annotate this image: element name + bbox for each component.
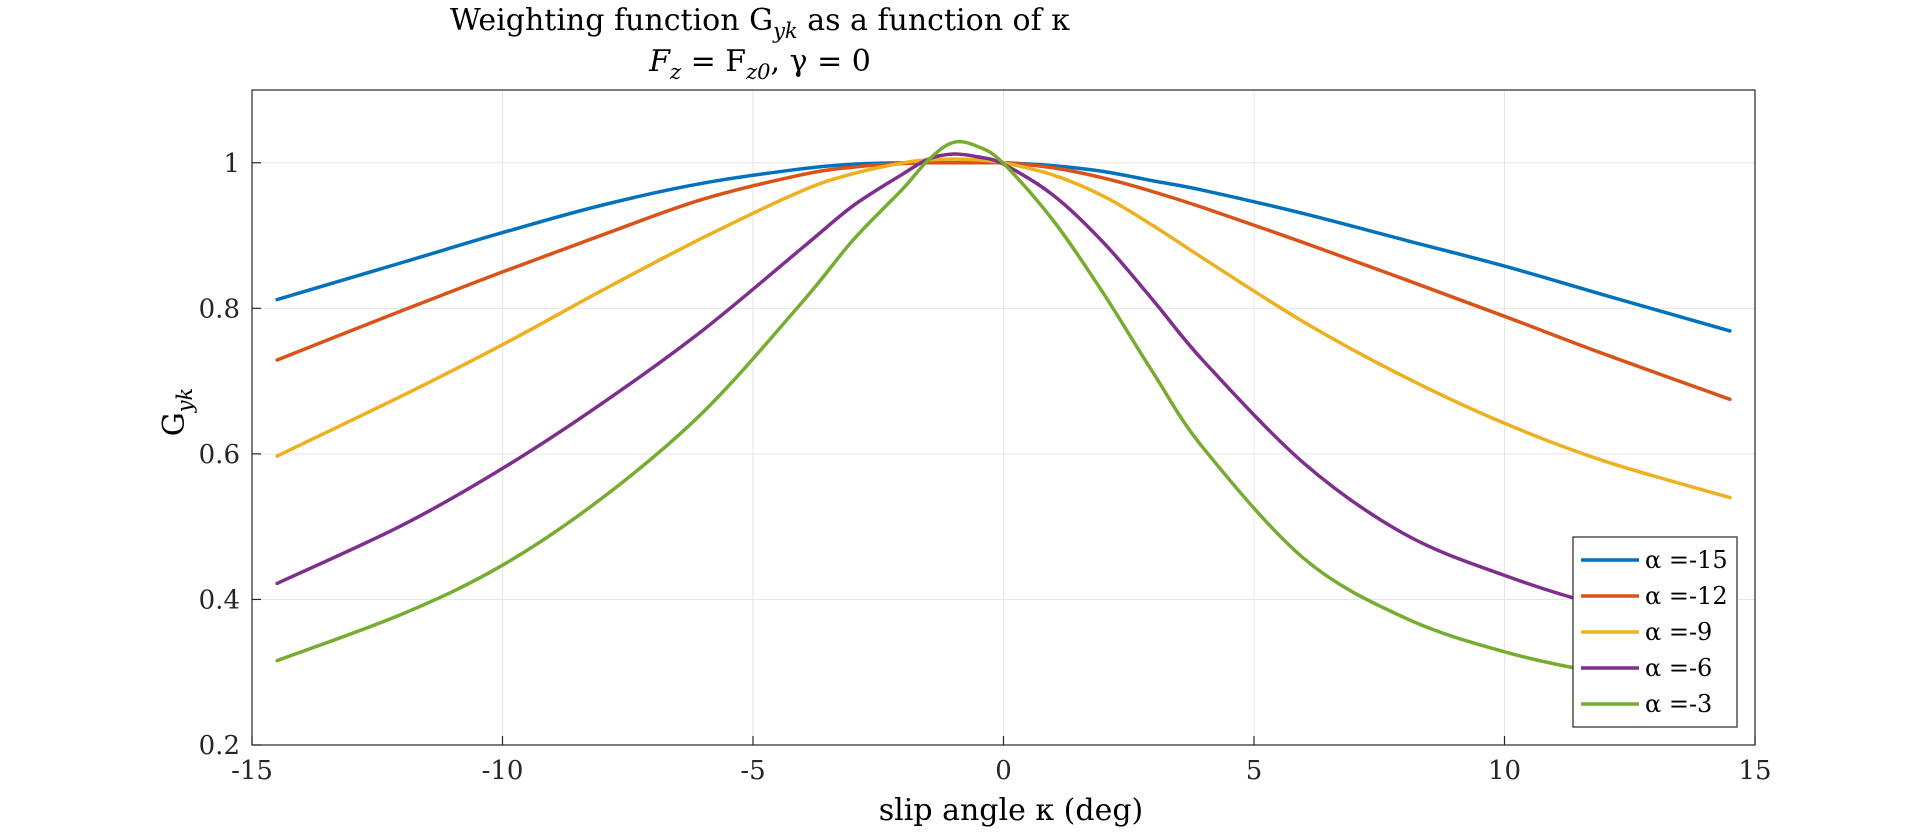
legend-label: α =-15: [1645, 546, 1728, 574]
y-axis-label: Gyk: [157, 388, 197, 437]
legend-label: α =-9: [1645, 618, 1712, 646]
chart-title-line-2: Fz = Fz0, γ = 0: [648, 44, 871, 84]
x-tick-label: -5: [740, 756, 765, 786]
x-tick-label: 10: [1488, 756, 1521, 786]
x-axis-label: slip angle κ (deg): [879, 793, 1143, 828]
y-tick-label: 0.6: [199, 440, 240, 470]
x-tick-label: 5: [1246, 756, 1263, 786]
ticks: -15 -10 -5 0 5 10 15 0.2 0.4 0.6 0.8 1: [199, 149, 1772, 786]
series-line: [275, 152, 1732, 638]
y-tick-label: 0.8: [199, 294, 240, 324]
x-tick-label: -15: [231, 756, 273, 786]
grid: [251, 90, 1756, 746]
x-tick-label: 15: [1738, 756, 1771, 786]
legend: α =-15 α =-12 α =-9 α =-6 α =-3: [1572, 536, 1738, 728]
series-line: [275, 139, 1732, 696]
series-line: [275, 160, 1732, 402]
x-tick-label: -10: [482, 756, 524, 786]
x-tick-label: 0: [995, 756, 1012, 786]
y-tick-label: 0.4: [199, 585, 240, 615]
series-line: [275, 157, 1732, 500]
legend-label: α =-3: [1645, 690, 1712, 718]
legend-label: α =-12: [1645, 582, 1728, 610]
legend-label: α =-6: [1645, 654, 1712, 682]
y-tick-label: 0.2: [199, 731, 240, 761]
chart-title-line-1: Weighting function Gyk as a function of …: [450, 3, 1070, 43]
y-tick-label: 1: [223, 149, 240, 179]
series-lines: [275, 139, 1732, 696]
